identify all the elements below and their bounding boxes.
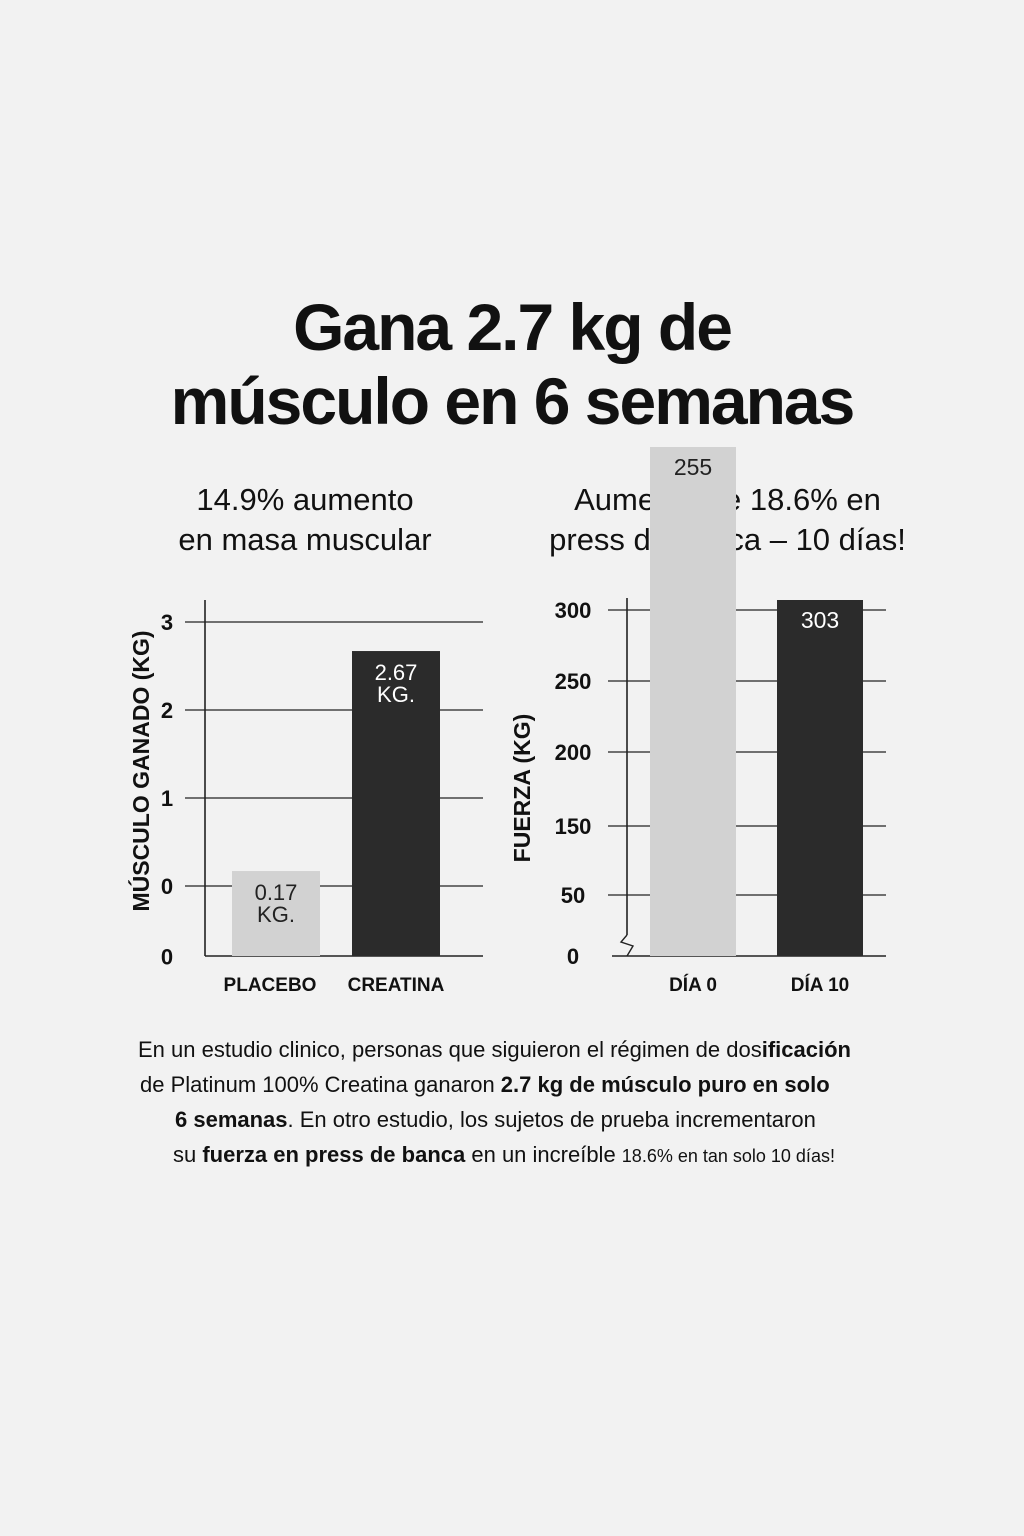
description-line-1: En un estudio clinico, personas que sigu…	[110, 1032, 1010, 1067]
chart-1-title-line-1: 14.9% aumento	[196, 482, 414, 517]
description-bold-text: 2.7 kg de músculo puro en solo	[500, 1072, 830, 1097]
bar-value-label: KG.	[377, 682, 415, 707]
y-axis-title: FUERZA (KG)	[509, 714, 535, 863]
x-tick-label: CREATINA	[348, 975, 445, 996]
description-line-3: 6 semanas. En otro estudio, los sujetos …	[110, 1102, 1010, 1137]
headline-line-1: Gana 2.7 kg de	[293, 290, 733, 364]
description-text: de Platinum 100% Creatina ganaron	[140, 1072, 501, 1097]
y-tick-label: 200	[555, 740, 592, 765]
x-tick-label: DÍA 10	[791, 974, 849, 996]
bar-value-label: 303	[801, 607, 839, 633]
x-tick-label: DÍA 0	[669, 974, 717, 996]
description-text: . En otro estudio, los sujetos de prueba…	[287, 1107, 816, 1132]
bar-value-label: 0.17	[255, 880, 298, 905]
description-bold-text: 6 semanas	[175, 1107, 288, 1132]
headline-line-2: músculo en 6 semanas	[170, 364, 856, 438]
y-tick-label: 250	[555, 669, 592, 694]
y-tick-label: 0	[567, 944, 579, 969]
description-line-4: su fuerza en press de banca en un increí…	[110, 1137, 1010, 1174]
y-tick-label: 1	[161, 786, 173, 811]
bar-day-10	[777, 600, 863, 956]
bar-creatina	[352, 651, 440, 956]
y-axis-title: MÚSCULO GANADO (KG)	[127, 630, 154, 911]
y-tick-label: 50	[561, 883, 585, 908]
bar-value-label: KG.	[257, 902, 295, 927]
description-bold-text: fuerza en press de banca	[202, 1142, 466, 1167]
description-text: su	[173, 1142, 203, 1167]
y-tick-label: 0	[161, 874, 173, 899]
x-tick-label: PLACEBO	[224, 975, 317, 996]
description-small-text: 18.6% en tan solo 10 días!	[621, 1146, 835, 1166]
y-tick-label: 300	[555, 598, 592, 623]
y-tick-label: 3	[161, 610, 173, 635]
y-tick-label: 2	[161, 698, 173, 723]
description-bold-text: ificación	[761, 1037, 851, 1062]
bar-placebo	[232, 871, 320, 956]
chart-1-title: 14.9% aumento en masa muscular	[110, 480, 500, 560]
study-description: En un estudio clinico, personas que sigu…	[110, 1032, 1010, 1174]
axis-break-mark	[619, 934, 635, 957]
bar-value-label: 255	[674, 454, 712, 480]
description-text: en un increíble	[465, 1142, 622, 1167]
chart-1-title-line-2: en masa muscular	[178, 522, 432, 557]
y-tick-label: 150	[555, 814, 592, 839]
headline: Gana 2.7 kg de músculo en 6 semanas	[0, 290, 1024, 438]
bar-value-label: 2.67	[375, 660, 418, 685]
bar-day-0	[650, 447, 736, 956]
y-tick-label: 0	[161, 944, 173, 969]
description-text: En un estudio clinico, personas que sigu…	[138, 1037, 762, 1062]
description-line-2: de Platinum 100% Creatina ganaron 2.7 kg…	[110, 1067, 1010, 1102]
